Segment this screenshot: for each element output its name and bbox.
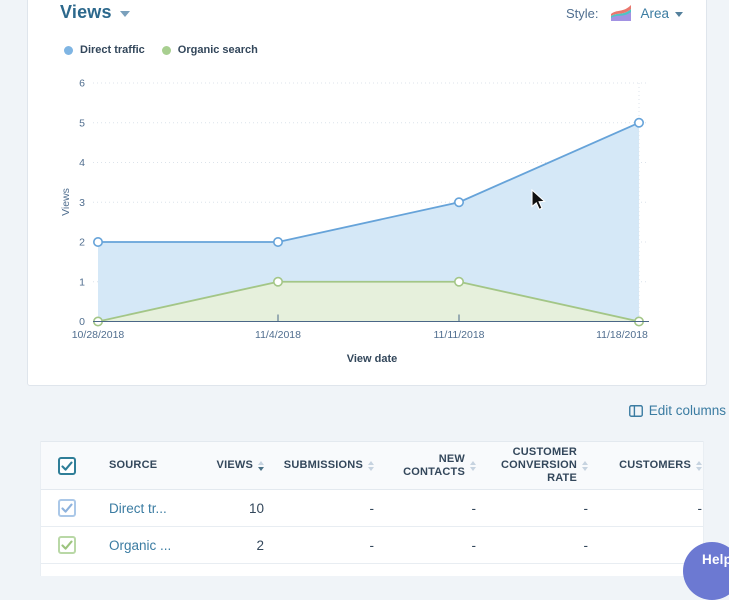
row-checkbox[interactable] — [58, 499, 76, 517]
svg-text:0: 0 — [79, 316, 85, 328]
legend-item: Direct traffic — [64, 44, 145, 56]
chart-legend: Direct traffic Organic search — [64, 44, 258, 56]
source-link[interactable]: Direct tr... — [109, 500, 167, 516]
svg-text:11/18/2018: 11/18/2018 — [596, 329, 648, 341]
column-header-customers[interactable]: CUSTOMERS — [591, 459, 705, 472]
row-checkbox[interactable] — [58, 536, 76, 554]
new-contacts-value: - — [471, 500, 477, 516]
mouse-cursor — [531, 189, 546, 211]
sort-icon — [368, 460, 374, 471]
legend-dot-icon — [64, 45, 73, 55]
chevron-down-icon — [119, 10, 130, 17]
select-all-checkbox[interactable] — [58, 456, 76, 475]
svg-text:6: 6 — [79, 78, 85, 90]
svg-text:4: 4 — [79, 157, 85, 169]
chart-style-dropdown[interactable]: Area — [641, 6, 684, 21]
views-area-chart: 0 1 2 3 4 5 6 10/28/2018 11/4/2018 11/11/2018 11/1… — [60, 78, 649, 365]
column-header-submissions[interactable]: SUBMISSIONS — [267, 459, 377, 472]
table-row: Organic ... 2 - - - — [41, 527, 703, 564]
table-row — [41, 564, 703, 576]
edit-columns-label: Edit columns — [648, 403, 726, 418]
submissions-value: - — [369, 500, 375, 516]
svg-text:3: 3 — [79, 197, 85, 209]
svg-text:5: 5 — [79, 117, 85, 129]
chevron-down-icon — [675, 11, 684, 17]
new-contacts-value: - — [471, 537, 477, 553]
source-link[interactable]: Organic ... — [109, 537, 172, 553]
style-label: Style: — [566, 5, 599, 21]
report-title-dropdown[interactable]: Views — [60, 2, 130, 23]
sort-icon — [696, 460, 702, 471]
edit-columns-button[interactable]: Edit columns — [628, 403, 726, 418]
svg-text:11/11/2018: 11/11/2018 — [434, 329, 485, 341]
svg-text:11/4/2018: 11/4/2018 — [255, 329, 301, 341]
sort-icon — [582, 460, 588, 471]
help-button[interactable]: Help — [683, 542, 729, 600]
views-value: 2 — [256, 537, 264, 553]
column-header-customer-conversion-rate[interactable]: CUSTOMER CONVERSION RATE — [479, 446, 591, 485]
sources-table: SOURCE VIEWS SUBMISSIONS NEW CONTACTS CU… — [40, 441, 704, 576]
legend-label: Organic search — [177, 44, 258, 56]
svg-text:10/28/2018: 10/28/2018 — [72, 329, 125, 341]
page-title: Views — [60, 2, 112, 22]
legend-item: Organic search — [161, 44, 258, 56]
views-value: 10 — [248, 500, 264, 516]
help-button-label: Help — [702, 552, 729, 567]
sort-icon — [258, 460, 264, 471]
customers-value: - — [697, 500, 703, 516]
legend-label: Direct traffic — [80, 44, 145, 56]
submissions-value: - — [369, 537, 375, 553]
svg-text:1: 1 — [79, 276, 85, 288]
table-header-row: SOURCE VIEWS SUBMISSIONS NEW CONTACTS CU… — [41, 441, 703, 490]
conversion-rate-value: - — [583, 537, 589, 553]
legend-dot-icon — [161, 45, 171, 55]
style-selector: Style: Area — [566, 4, 684, 22]
page-background: { "report": { "title": "Views", "style_l… — [27, 0, 729, 600]
svg-text:View date: View date — [347, 353, 398, 365]
svg-text:Views: Views — [60, 188, 72, 216]
area-chart-style-icon — [610, 5, 631, 21]
svg-text:2: 2 — [79, 237, 85, 249]
column-header-source[interactable]: SOURCE — [109, 459, 158, 471]
sort-icon — [470, 460, 476, 471]
column-header-new-contacts[interactable]: NEW CONTACTS — [377, 453, 479, 479]
table-row: Direct tr... 10 - - - - — [41, 490, 703, 527]
conversion-rate-value: - — [583, 500, 589, 516]
column-header-views[interactable]: VIEWS — [217, 459, 267, 472]
chart-style-value: Area — [640, 5, 670, 21]
table-columns-icon — [628, 404, 643, 417]
